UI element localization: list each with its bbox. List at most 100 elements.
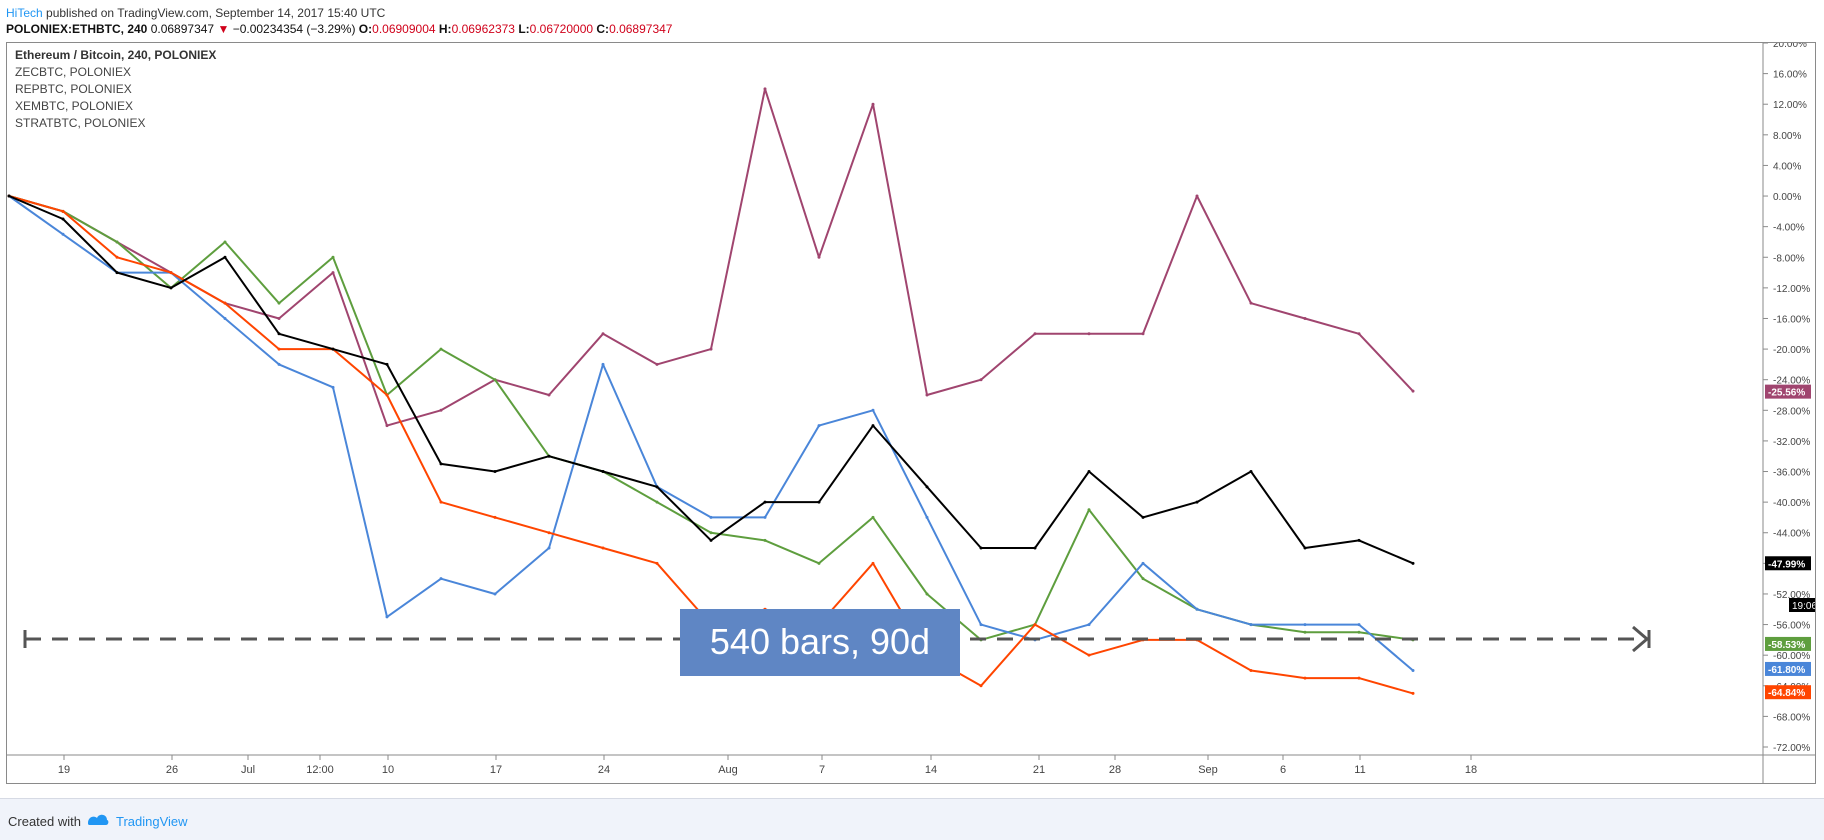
data-point-zecbtc [979, 684, 983, 688]
tradingview-link[interactable]: TradingView [116, 814, 188, 829]
price-tick-label: -8.00% [1773, 253, 1805, 264]
data-point-ethbtc [1195, 500, 1199, 504]
data-point-repbtc [1141, 561, 1145, 565]
footer: Created with TradingView [0, 798, 1824, 840]
close-value: 0.06897347 [609, 22, 673, 36]
last-value-label: -47.99% [1768, 559, 1805, 570]
data-point-zecbtc [115, 255, 119, 259]
measure-box[interactable] [680, 609, 960, 676]
data-point-zecbtc [439, 500, 443, 504]
symbol-info: POLONIEX:ETHBTC, 240 0.06897347 ▼ −0.002… [6, 22, 672, 36]
series-line-xembtc[interactable] [8, 195, 1414, 641]
legend-xembtc: XEMBTC, POLONIEX [15, 99, 133, 113]
last-value-label: -58.53% [1768, 640, 1805, 651]
data-point-stratbtc [1087, 332, 1091, 336]
last-value-badge [1765, 661, 1811, 676]
data-point-zecbtc [1249, 668, 1253, 672]
data-point-repbtc [61, 232, 65, 236]
time-badge-text: 19:06 [1792, 601, 1815, 612]
time-tick-label: 26 [166, 764, 178, 776]
data-point-zecbtc [169, 271, 173, 275]
data-point-repbtc [979, 623, 983, 627]
last-value-labels: -25.56% -47.99% -58.53% -61.80% -64.84% [1765, 384, 1811, 700]
data-point-ethbtc [925, 485, 929, 489]
data-point-zecbtc [493, 515, 497, 519]
series-line-stratbtc[interactable] [8, 87, 1414, 427]
time-tick-label: 11 [1354, 764, 1365, 776]
data-point-ethbtc [169, 286, 173, 290]
last-value-label: -61.80% [1768, 665, 1805, 676]
data-point-ethbtc [1303, 546, 1307, 550]
data-point-zecbtc [655, 561, 659, 565]
data-point-stratbtc [1303, 316, 1307, 320]
last-value-label: -25.56% [1768, 388, 1805, 399]
publish-text: published on TradingView.com, September … [42, 6, 386, 20]
price-tick-label: 8.00% [1773, 131, 1801, 142]
data-point-stratbtc [1357, 332, 1361, 336]
data-point-xembtc [1303, 630, 1307, 634]
data-point-xembtc [925, 592, 929, 596]
open-label: O: [358, 22, 373, 36]
data-point-zecbtc [1357, 676, 1361, 680]
price-tick-label: 0.00% [1773, 192, 1801, 203]
high-label: H: [438, 22, 452, 36]
series-line-ethbtc[interactable] [8, 195, 1414, 565]
time-tick-label: 24 [598, 764, 610, 776]
data-point-ethbtc [1033, 546, 1037, 550]
data-point-xembtc [655, 500, 659, 504]
data-point-ethbtc [1087, 470, 1091, 474]
data-point-repbtc [277, 362, 281, 366]
high-value: 0.06962373 [451, 22, 515, 36]
created-with-text: Created with [8, 814, 81, 829]
data-point-repbtc [601, 362, 605, 366]
legend: Ethereum / Bitcoin, 240, POLONIEX ZECBTC… [15, 48, 216, 130]
data-point-stratbtc [439, 408, 443, 412]
low-value: 0.06720000 [529, 22, 594, 36]
price-tick-label: -40.00% [1773, 498, 1810, 509]
data-point-zecbtc [277, 347, 281, 351]
data-point-ethbtc [709, 538, 713, 542]
data-point-stratbtc [655, 362, 659, 366]
price-change: −0.00234354 (−3.29%) [232, 22, 356, 36]
data-point-ethbtc [547, 454, 551, 458]
price-tick-label: 12.00% [1773, 100, 1807, 111]
price-tick-label: -52.00% [1773, 590, 1810, 601]
data-point-stratbtc [601, 332, 605, 336]
time-tick-label: 19 [58, 764, 70, 776]
data-point-stratbtc [1411, 389, 1415, 393]
close-label: C: [596, 22, 610, 36]
price-tick-label: -12.00% [1773, 284, 1810, 295]
chart-panel[interactable]: Ethereum / Bitcoin, 240, POLONIEX ZECBTC… [6, 39, 1823, 784]
chart-svg[interactable]: Ethereum / Bitcoin, 240, POLONIEX ZECBTC… [7, 39, 1823, 783]
data-point-ethbtc [1249, 470, 1253, 474]
time-axis[interactable]: 19 26 Jul 12:00 10 17 24 Aug 7 14 21 28 Sep 6 11 18 [58, 755, 1477, 776]
data-point-repbtc [1195, 607, 1199, 611]
last-value-badge [1765, 636, 1811, 651]
data-point-xembtc [1087, 508, 1091, 512]
data-point-ethbtc [817, 500, 821, 504]
data-point-repbtc [385, 615, 389, 619]
data-point-xembtc [277, 301, 281, 305]
data-point-ethbtc [1141, 515, 1145, 519]
time-tick-label: 14 [925, 764, 937, 776]
data-point-xembtc [223, 240, 227, 244]
measure-text: 540 bars, 90d [710, 621, 930, 662]
data-point-zecbtc [601, 546, 605, 550]
measure-tool[interactable]: 540 bars, 90d [23, 609, 1651, 676]
data-point-ethbtc [439, 462, 443, 466]
series-line-repbtc[interactable] [8, 195, 1414, 672]
price-tick-label: -20.00% [1773, 345, 1810, 356]
price-tick-label: -36.00% [1773, 468, 1810, 479]
data-point-repbtc [709, 515, 713, 519]
data-point-xembtc [763, 538, 767, 542]
data-point-stratbtc [277, 316, 281, 320]
legend-repbtc: REPBTC, POLONIEX [15, 82, 132, 96]
data-point-ethbtc [979, 546, 983, 550]
data-point-zecbtc [547, 531, 551, 535]
author-name[interactable]: HiTech [6, 6, 43, 20]
tradingview-logo-icon[interactable] [86, 811, 110, 832]
data-point-xembtc [709, 531, 713, 535]
data-point-ethbtc [601, 470, 605, 474]
data-point-stratbtc [1033, 332, 1037, 336]
time-tick-label: Aug [718, 764, 738, 776]
